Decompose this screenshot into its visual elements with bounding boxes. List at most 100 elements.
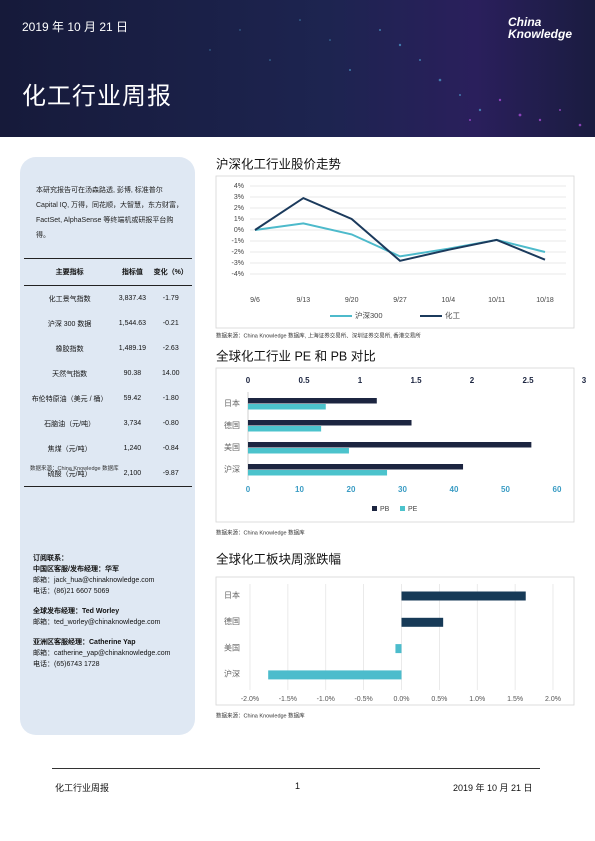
table-cell: 硫酸（元/吨）	[24, 461, 116, 487]
chart-source: 数据来源：China Knowledge 数据库	[216, 711, 305, 719]
table-cell: -1.80	[162, 395, 179, 402]
contact-heading: 亚洲区客服经理：Catherine Yap	[33, 639, 136, 646]
x-tick-label: 10/11	[488, 297, 505, 304]
table-row: 硫酸（元/吨） 2,100 -9.87	[24, 461, 192, 487]
table-cell: -1.79	[162, 295, 179, 302]
x-tick-label: 1.5%	[507, 696, 523, 703]
banner-decoration	[209, 19, 582, 127]
bar	[248, 420, 412, 426]
x-tick-label: 9/20	[345, 297, 359, 304]
contacts-title: 订阅联系：	[33, 555, 68, 562]
x2-tick-label: 1	[358, 376, 363, 385]
footer-title: 化工行业周报	[55, 783, 110, 793]
table-cell: 石脑油（元/吨）	[44, 420, 96, 428]
bar	[401, 591, 526, 601]
category-label: 美国	[224, 442, 240, 452]
page-number: 1	[295, 781, 301, 791]
bar	[248, 404, 326, 410]
bar	[248, 398, 377, 404]
legend-label: 沪深300	[355, 310, 383, 320]
chart-title: 沪深化工行业股价走势	[216, 156, 342, 171]
y-tick-label: -2%	[232, 249, 244, 256]
legend-label: PB	[380, 506, 390, 513]
x-tick-label: -0.5%	[354, 696, 372, 703]
chart-source: 数据来源：China Knowledge 数据库	[216, 528, 305, 536]
contacts: 订阅联系： 中国区客服/发布经理：华军邮箱：jack_hua@chinaknow…	[33, 553, 193, 679]
chart-frame	[215, 367, 575, 523]
x2-tick-label: 0.5	[298, 376, 310, 385]
x-tick-label: -2.0%	[241, 696, 259, 703]
intro: 本研究报告可在汤森路透, 彭博, 标准普尔 Capital IQ, 万得，同花顺…	[36, 187, 184, 239]
chart-title: 全球化工行业 PE 和 PB 对比	[216, 348, 376, 363]
bar	[401, 617, 444, 627]
category-label: 沪深	[224, 464, 240, 474]
bar	[268, 670, 402, 680]
x-tick-label: 9/6	[250, 297, 260, 304]
x-tick-label: 60	[553, 485, 562, 494]
table-cell: 1,544.63	[118, 320, 146, 327]
chart-source: 数据来源：China Knowledge 数据库, 上海证券交易所、深圳证券交易…	[216, 331, 421, 339]
table-cell: -0.84	[162, 445, 179, 452]
table-cell: 1,489.19	[118, 345, 146, 352]
table-cell: 焦煤（元/吨）	[47, 445, 92, 453]
y-tick-label: 0%	[234, 227, 244, 234]
table-row: 天然气指数 90.38 14.00	[24, 361, 192, 386]
contact-group: 中国区客服/发布经理：华军邮箱：jack_hua@chinaknowledge.…	[33, 564, 193, 597]
x-tick-label: 0.0%	[394, 696, 410, 703]
table-row: 橡胶指数 1,489.19 -2.63	[24, 336, 192, 361]
x-tick-label: -1.0%	[317, 696, 335, 703]
x-tick-label: 50	[501, 485, 510, 494]
header-date: 2019 年 10 月 21 日	[22, 20, 129, 34]
table-cell: -9.87	[149, 461, 192, 487]
category-label: 德国	[224, 616, 240, 626]
bar	[395, 644, 402, 654]
column-header: 变化（%）	[149, 258, 192, 286]
x-tick-label: 40	[450, 485, 459, 494]
table-cell: 14.00	[161, 370, 180, 377]
table-cell: -2.63	[162, 345, 179, 352]
table-cell: 布伦特原油（美元 / 桶）	[31, 395, 108, 403]
table-row: 化工景气指数 3,837.43 -1.79	[24, 286, 192, 312]
x2-tick-label: 2.5	[522, 376, 534, 385]
x-tick-label: 20	[347, 485, 356, 494]
table-cell: 沪深 300 数据	[47, 320, 92, 328]
legend-label: 化工	[445, 310, 460, 320]
table-row: 沪深 300 数据 1,544.63 -0.21	[24, 311, 192, 336]
contact-line: 邮箱：ted_worley@chinaknowledge.com	[33, 619, 161, 626]
category-label: 日本	[224, 398, 240, 408]
y-tick-label: 2%	[234, 205, 244, 212]
table-cell: 橡胶指数	[55, 345, 84, 353]
y-tick-label: -3%	[232, 260, 244, 267]
column-header: 主要指标	[24, 258, 116, 286]
x-tick-label: 9/13	[297, 297, 311, 304]
bar	[248, 442, 532, 448]
brand: China Knowledge	[508, 16, 572, 40]
brand-line: Knowledge	[508, 27, 573, 41]
series-line	[254, 222, 546, 258]
footer-rule	[52, 768, 540, 769]
contact-line: 邮箱：jack_hua@chinaknowledge.com	[33, 577, 155, 584]
table-cell: 1,240	[123, 445, 142, 452]
y-tick-label: 4%	[234, 183, 244, 190]
contact-heading: 全球发布经理：Ted Worley	[33, 608, 120, 615]
contact-heading: 中国区客服/发布经理：华军	[33, 566, 119, 573]
table-row: 布伦特原油（美元 / 桶） 59.42 -1.80	[24, 386, 192, 411]
bar	[248, 448, 349, 454]
table-cell: 2,100	[115, 461, 150, 487]
indicator-table: 主要指标 指标值 变化（%） 化工景气指数 3,837.43 -1.79 沪深 300 数据…	[24, 258, 192, 487]
x-tick-label: 10/4	[442, 297, 456, 304]
chart-frame	[215, 175, 575, 329]
table-row: 石脑油（元/吨） 3,734 -0.80	[24, 411, 192, 436]
x-tick-label: 10/18	[536, 297, 554, 304]
bar	[248, 464, 464, 470]
table-row: 焦煤（元/吨） 1,240 -0.84	[24, 436, 192, 461]
category-label: 美国	[224, 642, 240, 652]
contact-line: 电话：(65)6743 1728	[33, 661, 100, 668]
x2-tick-label: 2	[470, 376, 475, 385]
x-tick-label: 30	[398, 485, 407, 494]
table-cell: 3,734	[123, 420, 142, 427]
x-tick-label: 1.0%	[469, 696, 485, 703]
chart-frame	[215, 576, 575, 706]
